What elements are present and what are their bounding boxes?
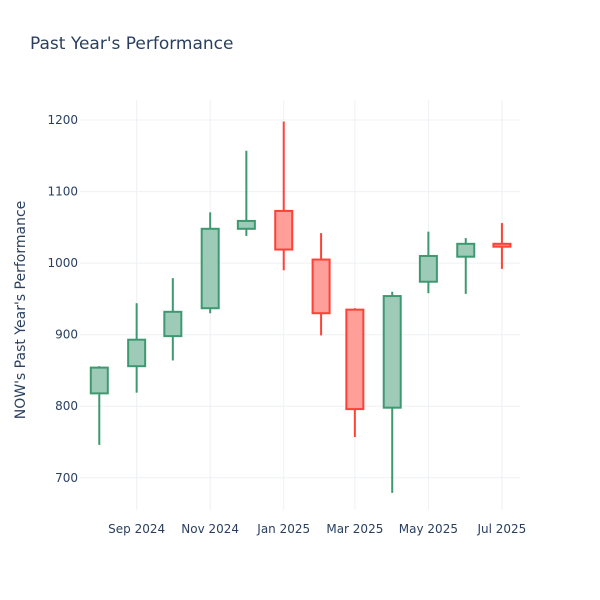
candle-body: [163, 310, 183, 338]
candle-increasing: [382, 291, 402, 493]
y-tick-label: 700: [55, 471, 78, 485]
y-tick-label: 1000: [47, 256, 78, 270]
candle-decreasing: [492, 223, 512, 269]
candle-increasing: [163, 278, 183, 361]
candle-body: [236, 219, 256, 230]
candle-body: [382, 295, 402, 409]
x-tick-label: Sep 2024: [108, 522, 165, 536]
y-axis-title: NOW's Past Year's Performance: [13, 201, 29, 420]
candle-body: [311, 258, 331, 315]
candle-increasing: [127, 303, 147, 393]
candle-body: [127, 338, 147, 368]
x-tick-label: Mar 2025: [326, 522, 383, 536]
x-ticks: Sep 2024 Nov 2024 Jan 2025 Mar 2025 May 2025…: [108, 522, 526, 536]
grid: [80, 100, 520, 510]
x-tick-label: Jan 2025: [256, 522, 310, 536]
x-tick-label: Nov 2024: [181, 522, 239, 536]
chart-title: Past Year's Performance: [30, 34, 234, 54]
candle-body: [200, 227, 220, 310]
candle-increasing: [418, 231, 438, 294]
candle-body: [492, 242, 512, 248]
y-tick-label: 900: [55, 328, 78, 342]
candle-body: [274, 209, 294, 251]
candle-body: [89, 366, 109, 395]
y-tick-label: 1100: [47, 185, 78, 199]
candle-increasing: [236, 150, 256, 236]
y-tick-label: 1200: [47, 113, 78, 127]
candle-decreasing: [311, 233, 331, 336]
candle-increasing: [456, 238, 476, 294]
x-tick-label: Jul 2025: [476, 522, 526, 536]
y-ticks: 700 800 900 1000 1100 1200: [47, 113, 78, 485]
candle-body: [345, 308, 365, 411]
y-tick-label: 800: [55, 399, 78, 413]
candle-body: [456, 242, 476, 258]
candle-body: [418, 254, 438, 283]
x-tick-label: May 2025: [399, 522, 458, 536]
candles: [89, 121, 512, 493]
candle-increasing: [89, 366, 109, 445]
candle-decreasing: [345, 308, 365, 438]
candle-decreasing: [274, 121, 294, 271]
candle-increasing: [200, 212, 220, 314]
